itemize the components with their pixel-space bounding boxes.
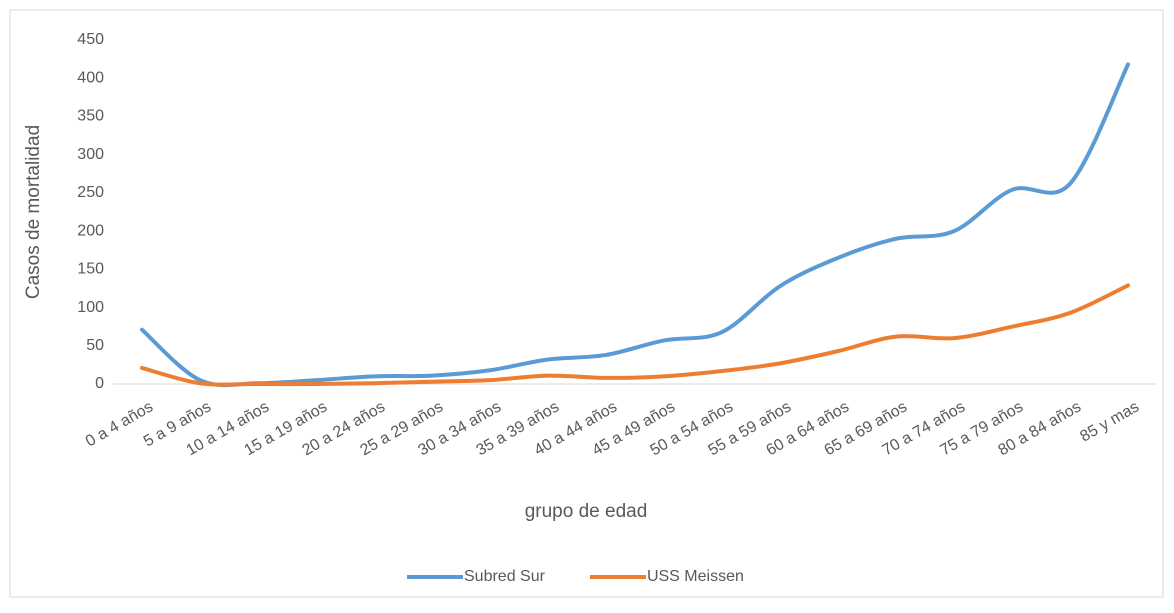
y-tick-label: 150 (77, 261, 104, 278)
y-tick-label: 100 (77, 299, 104, 316)
y-tick-label: 200 (77, 222, 104, 239)
y-tick-label: 350 (77, 108, 104, 125)
series-line (140, 62, 1130, 388)
y-axis-label: Casos de mortalidad (23, 125, 44, 299)
series-line (140, 283, 1130, 387)
y-tick-label: 50 (86, 337, 104, 354)
y-tick-label: 300 (77, 146, 104, 163)
legend-label: Subred Sur (464, 568, 546, 585)
x-axis-label: grupo de edad (525, 501, 648, 522)
y-tick-label: 250 (77, 184, 104, 201)
chart-border (9, 9, 1164, 598)
y-tick-label: 0 (95, 375, 104, 392)
legend-label: USS Meissen (647, 568, 744, 585)
y-tick-label: 400 (77, 69, 104, 86)
y-tick-label: 450 (77, 31, 104, 48)
